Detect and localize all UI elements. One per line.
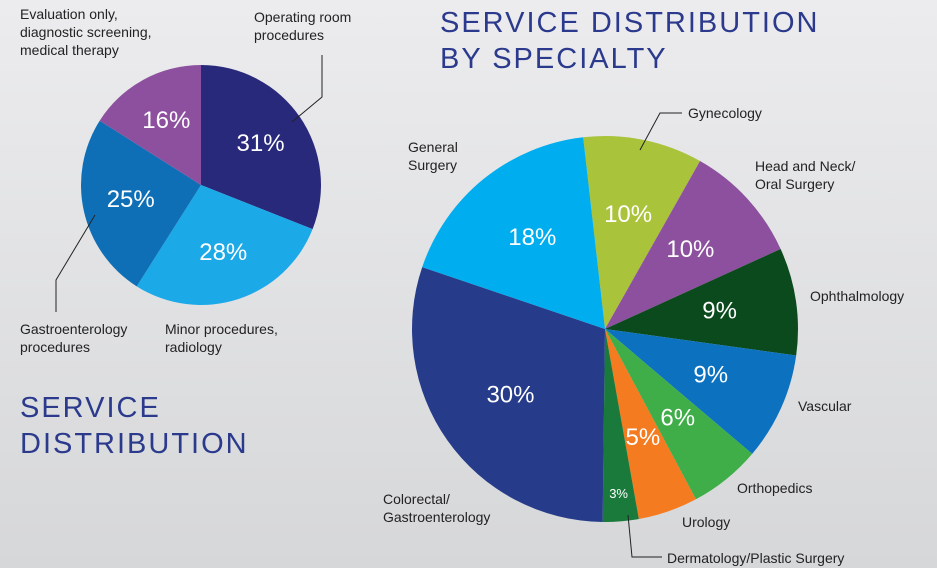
- data-label: 3%: [609, 486, 628, 501]
- category-label: Vascular: [798, 398, 852, 414]
- data-label: 31%: [237, 130, 285, 157]
- category-label: Gynecology: [688, 105, 762, 121]
- data-label: 9%: [702, 298, 737, 325]
- data-label: 6%: [660, 404, 695, 431]
- category-label: Dermatology/Plastic Surgery: [667, 550, 845, 566]
- pie-slice: [201, 65, 322, 230]
- pie-slice: [81, 120, 201, 287]
- pie-slice: [605, 329, 797, 454]
- category-label: Orthopedics: [737, 480, 813, 496]
- leader-line: [291, 55, 323, 123]
- leader-line: [55, 214, 96, 312]
- pie-slice: [99, 65, 201, 185]
- data-label: 10%: [604, 201, 652, 228]
- chart-title: SERVICE DISTRIBUTION BY SPECIALTY: [440, 7, 820, 75]
- category-label: Evaluation only, diagnostic screening, m…: [20, 6, 152, 58]
- data-label: 10%: [666, 236, 714, 263]
- category-label: Colorectal/ Gastroenterology: [383, 491, 491, 525]
- leader-line: [639, 112, 682, 151]
- pie-slice: [602, 329, 639, 522]
- data-label: 25%: [107, 186, 155, 213]
- data-label: 16%: [142, 107, 190, 134]
- category-label: Minor procedures, radiology: [165, 321, 278, 355]
- pie-slice: [136, 185, 313, 305]
- leader-line: [627, 514, 662, 558]
- data-label: 5%: [626, 424, 661, 451]
- data-label: 9%: [693, 362, 728, 389]
- pie-slice: [583, 136, 701, 329]
- category-label: Ophthalmology: [810, 288, 905, 304]
- pie-slice: [411, 267, 605, 522]
- chart-title: SERVICE DISTRIBUTION: [20, 392, 249, 460]
- pie-slice: [422, 137, 605, 329]
- data-label: 18%: [508, 224, 556, 251]
- category-label: General Surgery: [408, 139, 458, 173]
- pie-slice: [605, 161, 781, 329]
- pie-slice: [605, 329, 696, 520]
- category-label: Urology: [682, 514, 731, 530]
- category-label: Head and Neck/ Oral Surgery: [755, 158, 856, 192]
- data-label: 30%: [486, 381, 534, 408]
- category-label: Gastroenterology procedures: [20, 321, 128, 355]
- data-label: 28%: [199, 239, 247, 266]
- category-label: Operating room procedures: [254, 9, 352, 43]
- pie-slice: [605, 329, 753, 500]
- pie-slice: [605, 248, 798, 356]
